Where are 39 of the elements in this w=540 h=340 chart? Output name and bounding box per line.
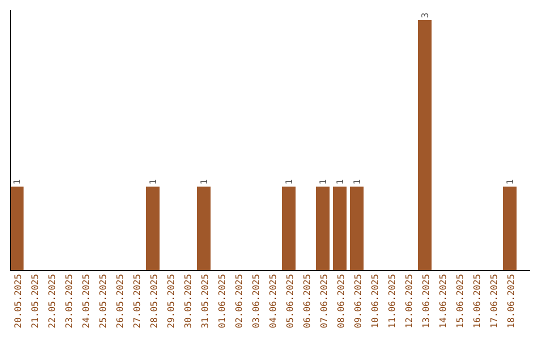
x-tick-label: 11.06.2025 [388, 274, 398, 328]
data-label: 1 [318, 179, 329, 185]
x-tick-label: 10.06.2025 [370, 274, 381, 328]
data-label: 1 [336, 179, 346, 185]
data-label: 1 [506, 179, 516, 185]
x-tick-label: 22.05.2025 [48, 274, 58, 328]
data-label: 1 [148, 179, 159, 185]
x-tick-label: 05.06.2025 [286, 274, 296, 328]
x-tick-label: 03.06.2025 [252, 274, 262, 328]
x-tick-label: 23.05.2025 [64, 274, 75, 328]
x-tick-label: 24.05.2025 [82, 274, 92, 328]
x-tick-label: 07.06.2025 [320, 274, 330, 328]
x-tick-label: 08.06.2025 [336, 274, 347, 328]
x-tick-label: 21.05.2025 [30, 274, 41, 328]
x-tick-label: 31.05.2025 [200, 274, 211, 328]
data-label: 3 [420, 12, 431, 18]
x-tick-label: 26.05.2025 [116, 274, 126, 328]
x-tick-label: 20.05.2025 [14, 274, 24, 328]
data-label: 1 [284, 179, 295, 185]
x-tick-label: 16.06.2025 [472, 274, 483, 328]
x-tick-label: 15.06.2025 [456, 274, 466, 328]
x-tick-label: 04.06.2025 [268, 274, 279, 328]
x-tick-label: 29.05.2025 [166, 274, 177, 328]
x-tick-label: 28.05.2025 [150, 274, 160, 328]
x-tick-label: 27.05.2025 [132, 274, 143, 328]
data-label: 1 [352, 179, 363, 185]
x-tick-label: 30.05.2025 [184, 274, 194, 328]
x-tick-label: 12.06.2025 [404, 274, 415, 328]
x-tick-label: 14.06.2025 [438, 274, 449, 328]
x-tick-label: 02.06.2025 [234, 274, 245, 328]
x-tick-label: 18.06.2025 [506, 274, 517, 328]
x-tick-label: 17.06.2025 [490, 274, 500, 328]
x-tick-label: 13.06.2025 [422, 274, 432, 328]
x-tick-label: 09.06.2025 [354, 274, 364, 328]
x-tick-label: 25.05.2025 [98, 274, 109, 328]
x-tick-label: 06.06.2025 [302, 274, 313, 328]
data-label: 1 [12, 179, 23, 185]
data-label: 1 [200, 179, 210, 185]
x-tick-label: 01.06.2025 [218, 274, 228, 328]
